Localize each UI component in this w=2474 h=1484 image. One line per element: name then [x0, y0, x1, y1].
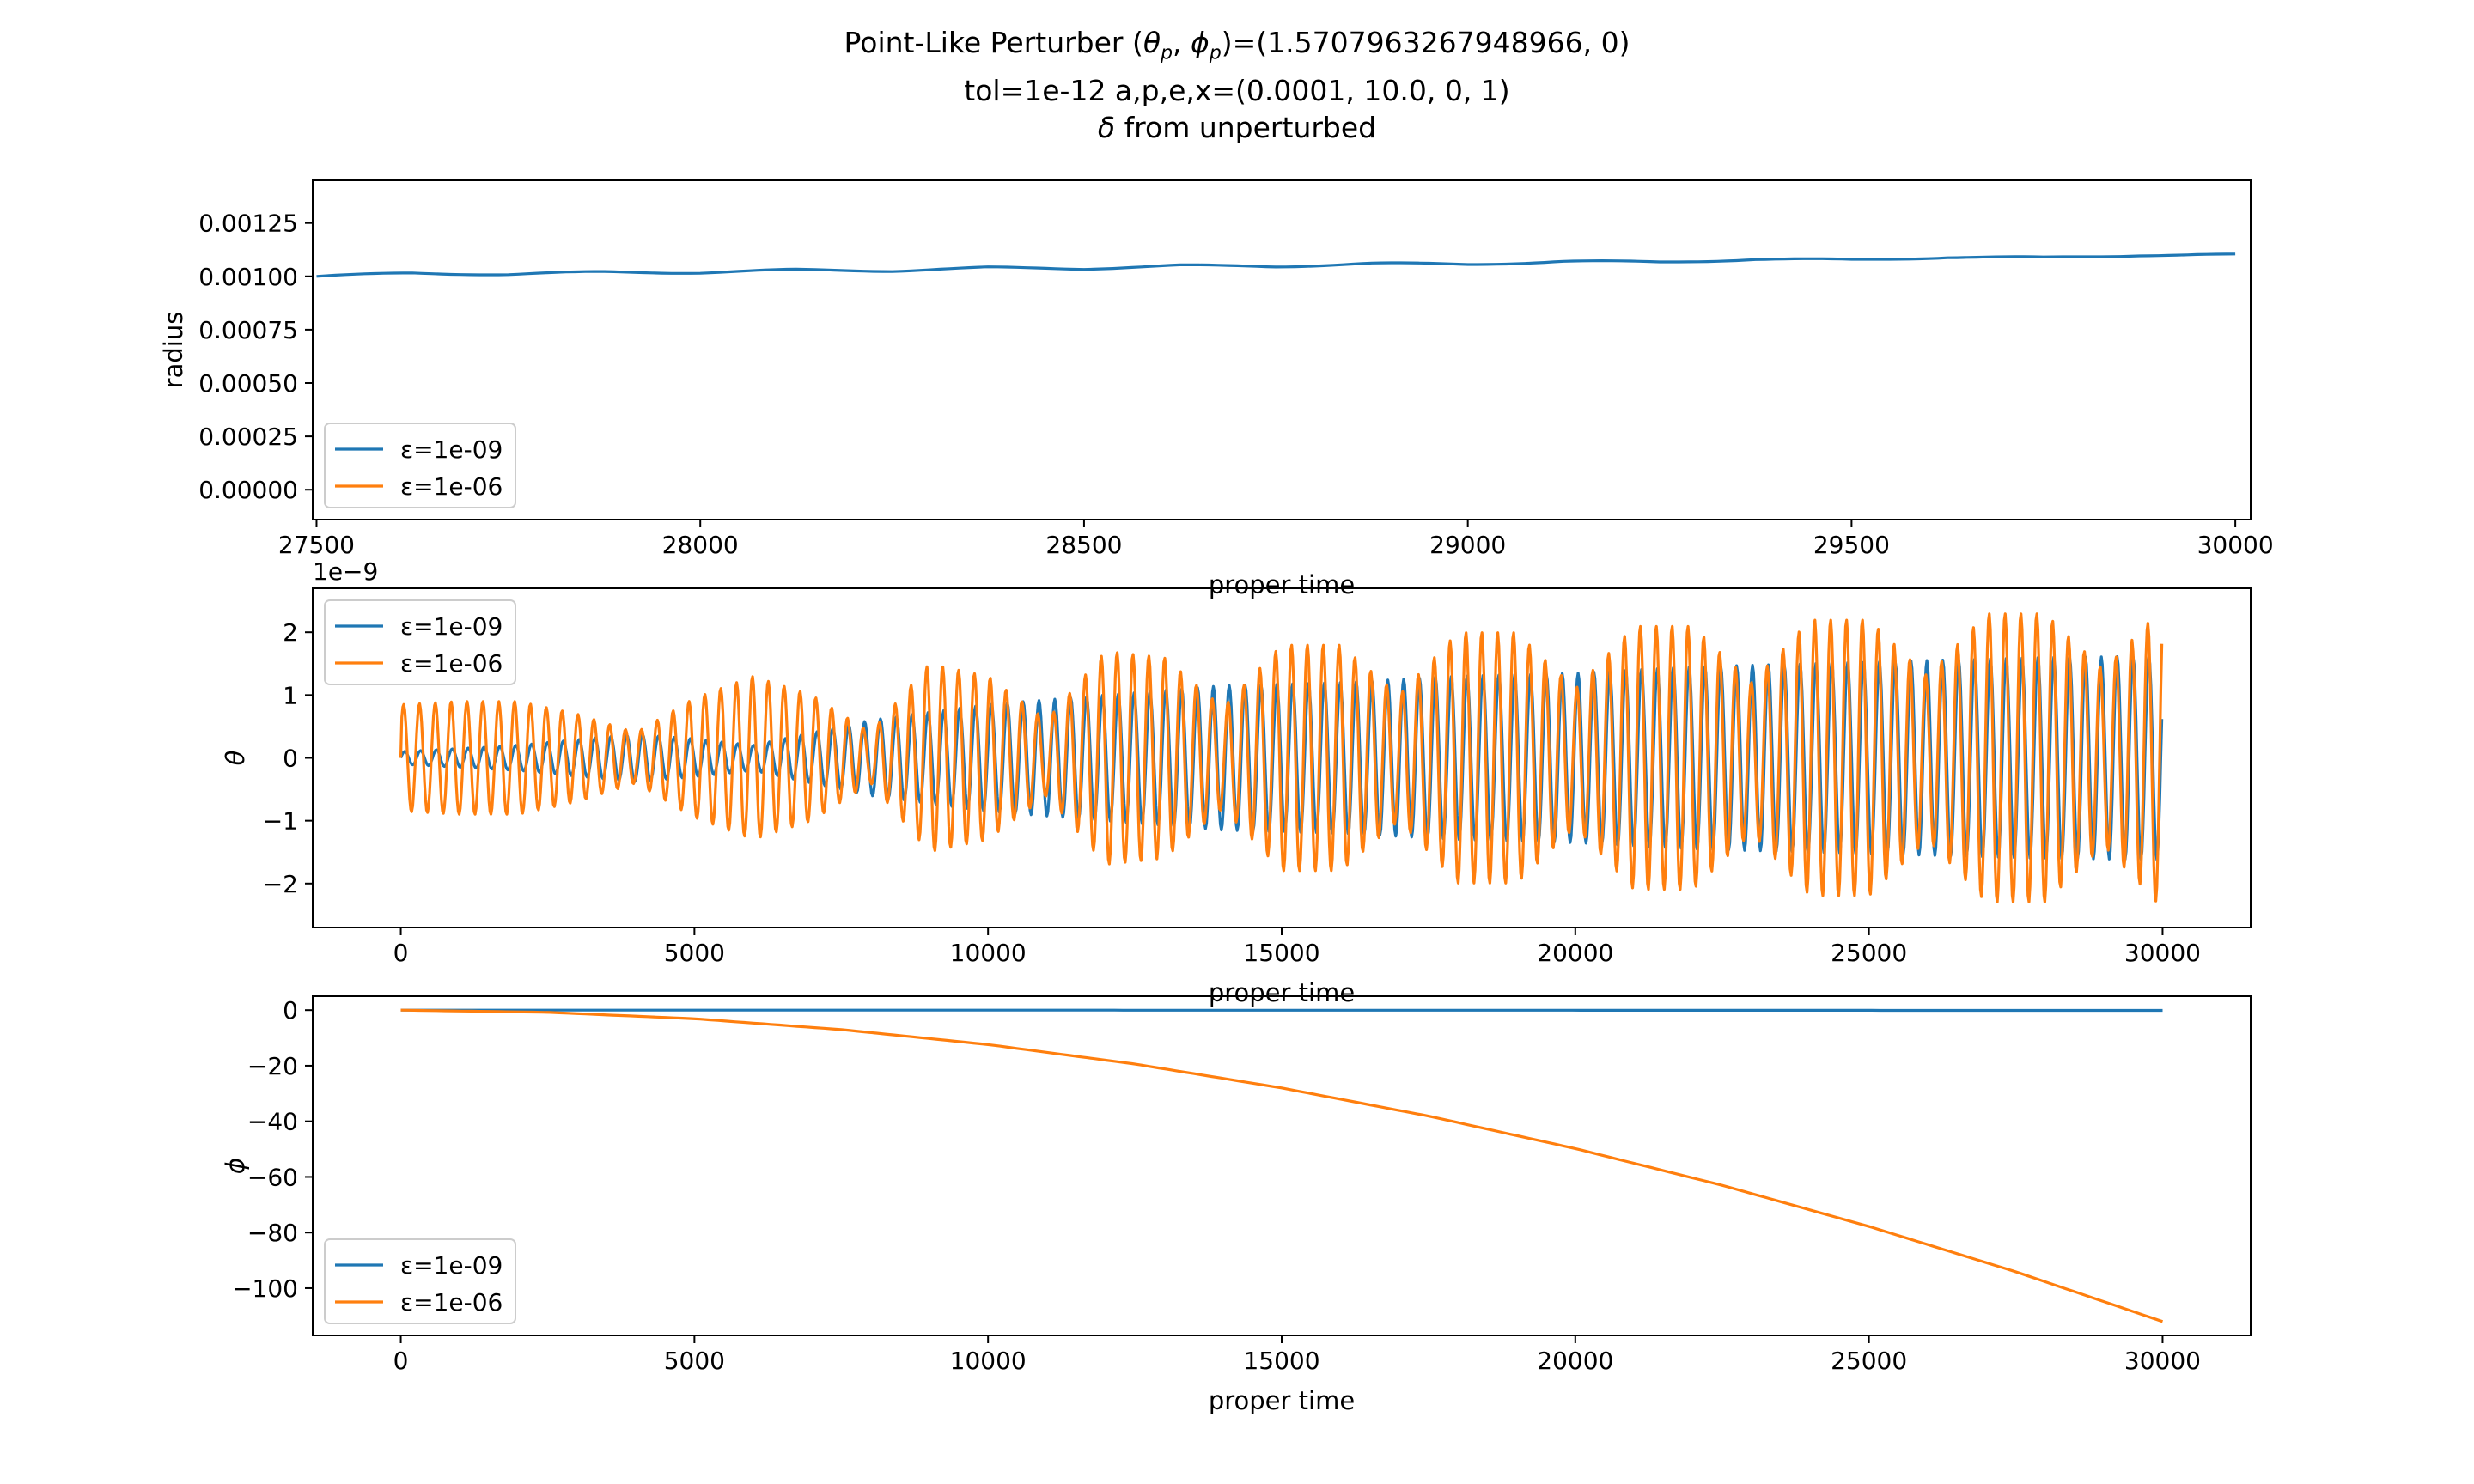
y-tick-label: −100 — [232, 1274, 298, 1303]
y-tick-label: −20 — [247, 1052, 298, 1080]
y-tick-label: 0.00125 — [198, 210, 298, 238]
x-tick-label: 0 — [393, 1347, 409, 1375]
series-group — [400, 1008, 2164, 1323]
x-tick-label: 29500 — [1813, 531, 1890, 559]
x-tick-label: 0 — [393, 939, 409, 967]
subplot-2: 0 5000 10000 15000 20000 25000 30000 −2 −1 0 1 2 pro… — [221, 557, 2252, 1007]
x-axis-label: proper time — [1209, 978, 1355, 1007]
x-tick-label: 25000 — [1831, 939, 1907, 967]
y-tick-label: 1 — [283, 681, 298, 709]
x-tick-label: 30000 — [2124, 1347, 2201, 1375]
series-group — [316, 252, 2236, 278]
y-tick-label: −80 — [247, 1219, 298, 1247]
x-tick-label: 15000 — [1243, 1347, 1319, 1375]
legend-label-2: ε=1e-06 — [400, 1288, 503, 1317]
series-line-2 — [400, 1008, 2164, 1323]
x-axis-label: proper time — [1209, 570, 1355, 599]
axes-frame — [312, 179, 2252, 520]
legend-label-2: ε=1e-06 — [400, 472, 503, 501]
legend-label-2: ε=1e-06 — [400, 649, 503, 678]
y-tick-label: −40 — [247, 1108, 298, 1136]
legend: ε=1e-09 ε=1e-06 — [324, 599, 516, 685]
y-tick-label: 0 — [283, 745, 298, 773]
x-tick-label: 27500 — [278, 531, 355, 559]
y-tick-label: 0.00100 — [198, 263, 298, 291]
legend-label-1: ε=1e-09 — [400, 435, 503, 464]
y-tick-label: 0.00050 — [198, 369, 298, 398]
x-tick-label: 20000 — [1537, 1347, 1613, 1375]
x-tick-label: 28500 — [1045, 531, 1122, 559]
x-tick-label: 29000 — [1429, 531, 1506, 559]
y-tick-label: 2 — [283, 618, 298, 647]
axes-frame — [312, 995, 2252, 1336]
x-axis-label: proper time — [1209, 1386, 1355, 1415]
x-tick-label: 30000 — [2124, 939, 2201, 967]
series-line-1 — [316, 252, 2236, 278]
x-tick-label: 10000 — [950, 1347, 1027, 1375]
y-axis-label: radius — [159, 312, 188, 389]
legend-label-1: ε=1e-09 — [400, 612, 503, 641]
x-tick-label: 5000 — [664, 1347, 725, 1375]
y-offset-text: 1e−9 — [313, 557, 378, 586]
y-tick-label: −60 — [247, 1163, 298, 1191]
title-line-2: tol=1e-12 a,p,e,x=(0.0001, 10.0, 0, 1) — [964, 73, 1510, 107]
series-line-2 — [399, 612, 2164, 903]
y-axis-label: ϕ — [221, 1158, 250, 1174]
series-group — [399, 612, 2164, 903]
x-tick-label: 15000 — [1243, 939, 1319, 967]
legend-label-1: ε=1e-09 — [400, 1251, 503, 1280]
y-tick-label: 0 — [283, 996, 298, 1025]
subplot-1: 27500 28000 28500 29000 29500 30000 0.00000 0.0… — [159, 179, 2274, 599]
x-tick-label: 25000 — [1831, 1347, 1907, 1375]
x-tick-label: 10000 — [950, 939, 1027, 967]
figure-title: Point-Like Perturber (θp, ϕp)=(1.5707963… — [0, 24, 2474, 146]
y-tick-label: 0.00000 — [198, 476, 298, 504]
x-tick-label: 5000 — [664, 939, 725, 967]
y-axis-label: θ — [221, 750, 250, 765]
y-tick-label: −2 — [263, 870, 298, 898]
legend: ε=1e-09 ε=1e-06 — [324, 1238, 516, 1324]
legend: ε=1e-09 ε=1e-06 — [324, 423, 516, 508]
x-tick-label: 30000 — [2197, 531, 2274, 559]
title-line-3: δ from unperturbed — [1097, 110, 1377, 144]
x-tick-label: 20000 — [1537, 939, 1613, 967]
y-tick-label: 0.00075 — [198, 316, 298, 344]
title-line-1: Point-Like Perturber (θp, ϕp)=(1.5707963… — [844, 26, 1630, 64]
y-tick-label: −1 — [263, 807, 298, 836]
y-tick-label: 0.00025 — [198, 423, 298, 451]
x-tick-label: 28000 — [662, 531, 739, 559]
subplot-3: 0 5000 10000 15000 20000 25000 30000 0 −20 −40 −60… — [221, 995, 2252, 1415]
